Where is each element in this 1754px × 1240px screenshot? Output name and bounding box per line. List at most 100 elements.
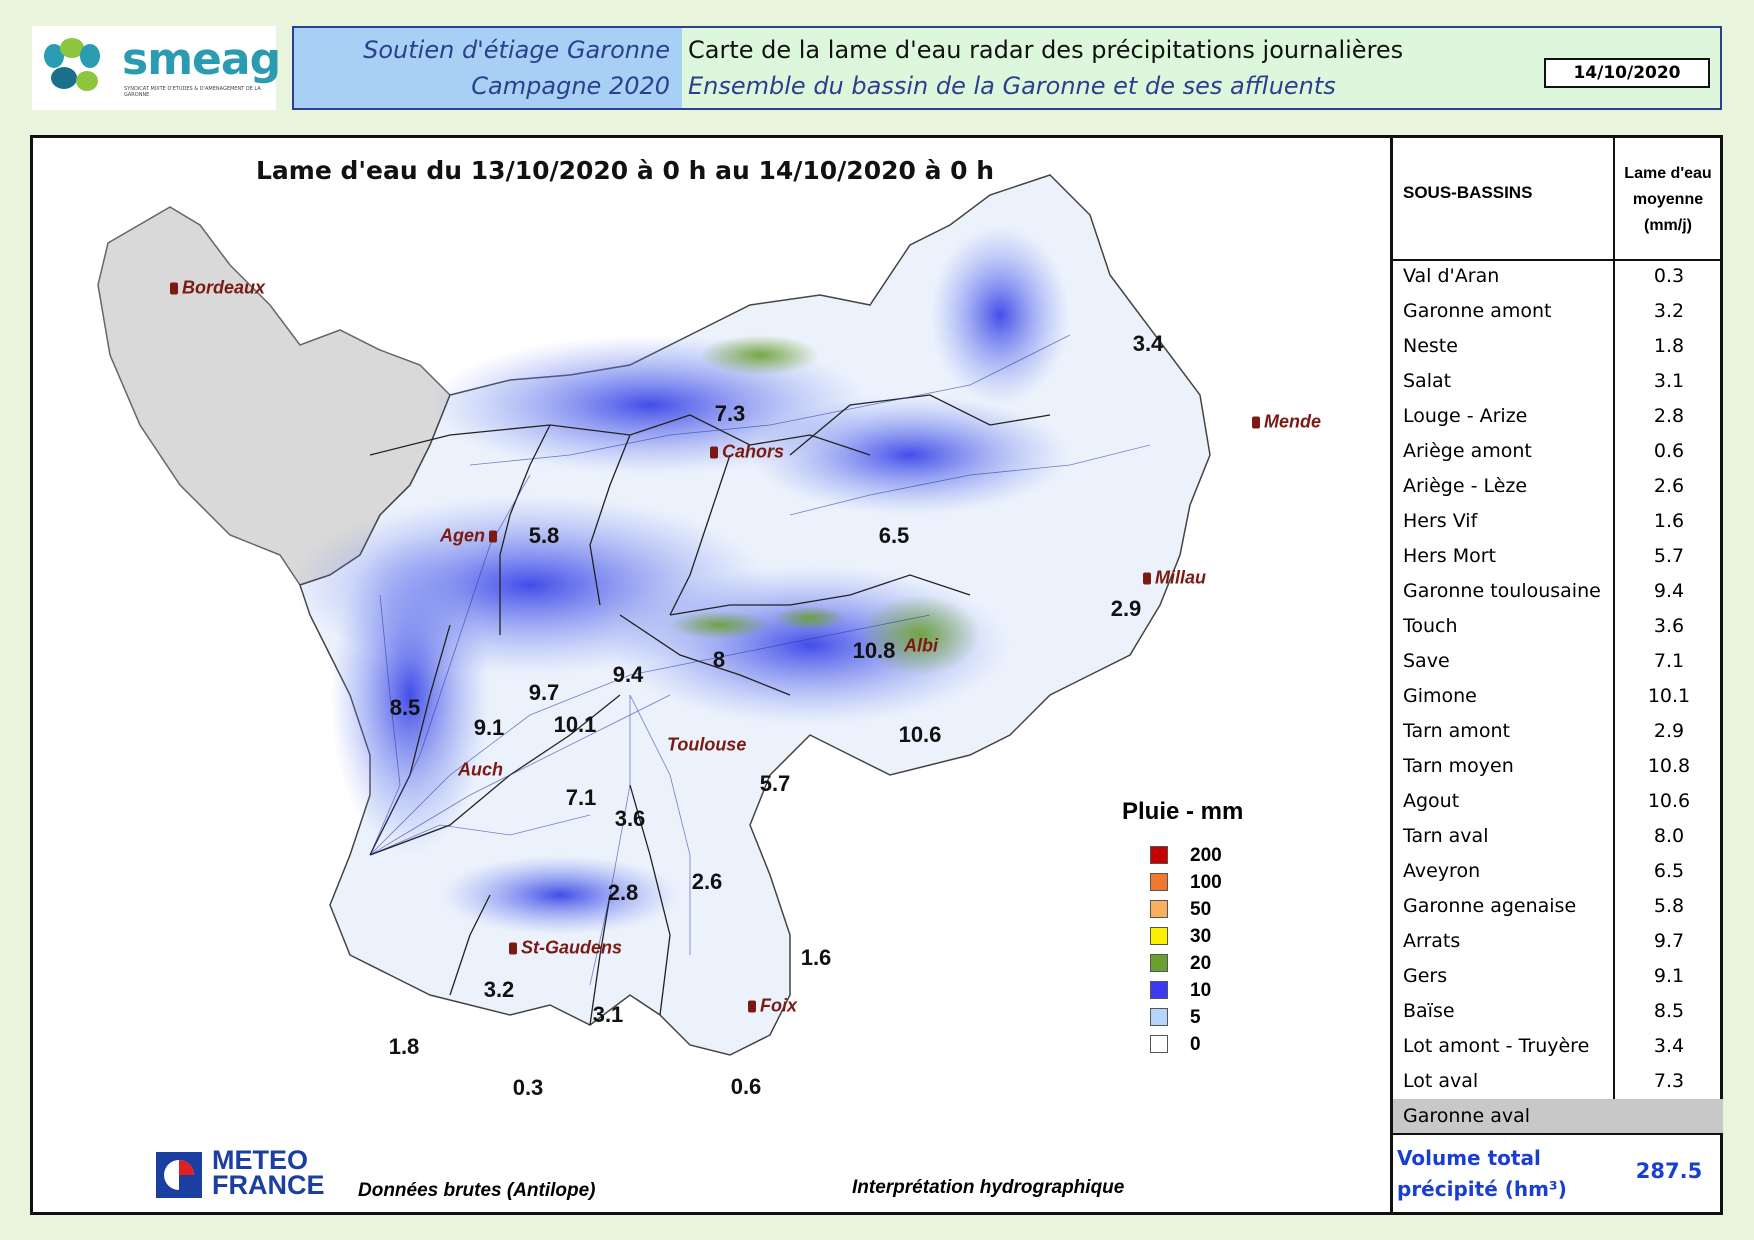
table-row: Gers 9.1 bbox=[1393, 959, 1723, 994]
meteo-france-text: METEO FRANCE bbox=[212, 1145, 325, 1200]
subbasin-name: Baïse bbox=[1403, 1000, 1455, 1022]
subbasin-value: 3.1 bbox=[1653, 370, 1685, 392]
subbasin-name: Ariège - Lèze bbox=[1403, 475, 1528, 497]
column-header-rain: Lame d'eau moyenne (mm/j) bbox=[1624, 165, 1712, 234]
value-lot-amont: 3.4 bbox=[1132, 331, 1164, 356]
header-right-line2: Ensemble du bassin de la Garonne et de s… bbox=[688, 72, 1336, 100]
legend-title: Pluie - mm bbox=[1122, 798, 1244, 825]
source-raw-data: Données brutes (Antilope) bbox=[358, 1180, 596, 1201]
subbasin-name: Garonne aval bbox=[1403, 1105, 1531, 1127]
city-bordeaux: Bordeaux bbox=[170, 278, 265, 299]
city-marker-icon bbox=[489, 530, 497, 543]
subbasin-value: 9.1 bbox=[1653, 965, 1685, 987]
subbasin-value: 7.1 bbox=[1653, 650, 1685, 672]
table-row: Salat 3.1 bbox=[1393, 364, 1723, 399]
value-louge-arize: 2.8 bbox=[607, 880, 639, 905]
legend-swatch bbox=[1150, 1008, 1168, 1026]
subbasin-name: Hers Vif bbox=[1403, 510, 1478, 532]
subbasin-value: 8.0 bbox=[1653, 825, 1685, 847]
value-save: 7.1 bbox=[565, 785, 597, 810]
subbasin-name: Gimone bbox=[1403, 685, 1477, 707]
value-lot-aval: 7.3 bbox=[714, 401, 746, 426]
value-gimone: 10.1 bbox=[553, 712, 597, 737]
city-marker-icon bbox=[1143, 572, 1151, 585]
legend-swatch bbox=[1150, 927, 1168, 945]
table-row: Arrats 9.7 bbox=[1393, 924, 1723, 959]
subbasin-name: Tarn moyen bbox=[1403, 755, 1514, 777]
subbasin-value: 3.6 bbox=[1653, 615, 1685, 637]
subbasin-value: 10.6 bbox=[1647, 790, 1691, 812]
value-ariege-leze: 2.6 bbox=[691, 869, 723, 894]
subbasin-value: 10.8 bbox=[1647, 755, 1691, 777]
table-row: Garonne aval bbox=[1393, 1099, 1723, 1134]
value-hers-mort: 5.7 bbox=[759, 771, 791, 796]
subbasin-name: Arrats bbox=[1403, 930, 1461, 952]
city-millau: Millau bbox=[1143, 568, 1206, 589]
basin-map bbox=[97, 174, 1211, 1056]
subbasin-name: Garonne agenaise bbox=[1403, 895, 1577, 917]
subbasin-name: Lot aval bbox=[1403, 1070, 1479, 1092]
column-header-subbasin: SOUS-BASSINS bbox=[1403, 183, 1533, 202]
value-touch: 3.6 bbox=[614, 806, 646, 831]
value-tarn-moyen: 10.8 bbox=[852, 638, 896, 663]
subbasin-value: 9.7 bbox=[1653, 930, 1685, 952]
value-baise: 8.5 bbox=[389, 695, 421, 720]
subbasin-value: 1.6 bbox=[1653, 510, 1685, 532]
value-aveyron: 6.5 bbox=[878, 523, 910, 548]
city-marker-icon bbox=[509, 942, 517, 955]
river-network bbox=[369, 334, 1151, 986]
logo-name: smeag bbox=[122, 34, 281, 85]
header-left-line2: Campagne 2020 bbox=[471, 72, 670, 100]
subbasin-name: Louge - Arize bbox=[1403, 405, 1528, 427]
city-marker-icon bbox=[1252, 416, 1260, 429]
value-garonne-agenaise: 5.8 bbox=[528, 523, 560, 548]
table-row: Garonne amont 3.2 bbox=[1393, 294, 1723, 329]
subbasin-name: Hers Mort bbox=[1403, 545, 1497, 567]
city-albi: Albi bbox=[904, 635, 938, 656]
smeag-logo: smeag SYNDICAT MIXTE D'ETUDES & D'AMENAG… bbox=[32, 26, 281, 110]
smeag-logo-icon bbox=[44, 38, 100, 91]
map-title: Lame d'eau du 13/10/2020 à 0 h au 14/10/… bbox=[256, 156, 995, 185]
subbasin-table: SOUS-BASSINS Lame d'eau moyenne (mm/j) V… bbox=[1390, 135, 1723, 1215]
subbasin-value: 0.6 bbox=[1653, 440, 1685, 462]
subbasin-value: 3.2 bbox=[1653, 300, 1685, 322]
table-row: Ariège - Lèze 2.6 bbox=[1393, 469, 1723, 504]
value-ariege-amont: 0.6 bbox=[730, 1074, 762, 1099]
table-row: Save 7.1 bbox=[1393, 644, 1723, 679]
table-row: Hers Mort 5.7 bbox=[1393, 539, 1723, 574]
city-cahors: Cahors bbox=[710, 442, 784, 463]
header-banner: Soutien d'étiage Garonne Campagne 2020 C… bbox=[292, 26, 1722, 110]
value-hers-vif: 1.6 bbox=[800, 945, 832, 970]
value-neste: 1.8 bbox=[388, 1034, 420, 1059]
table-column-divider bbox=[1613, 135, 1615, 1133]
subbasin-name: Val d'Aran bbox=[1403, 265, 1500, 287]
subbasin-name: Lot amont - Truyère bbox=[1403, 1035, 1590, 1057]
subbasin-value: 0.3 bbox=[1653, 265, 1685, 287]
total-volume-value: 287.5 bbox=[1635, 1159, 1703, 1183]
table-row: Neste 1.8 bbox=[1393, 329, 1723, 364]
value-garonne-toulousaine: 9.4 bbox=[612, 662, 644, 687]
source-interpretation: Interprétation hydrographique bbox=[852, 1177, 1125, 1198]
meteo-france-icon bbox=[156, 1152, 202, 1198]
city-foix: Foix bbox=[748, 996, 797, 1017]
header-left-line1: Soutien d'étiage Garonne bbox=[363, 36, 670, 64]
subbasin-name: Aveyron bbox=[1403, 860, 1481, 882]
subbasin-value: 9.4 bbox=[1653, 580, 1685, 602]
value-garonne-amont: 3.2 bbox=[483, 977, 515, 1002]
table-row: Aveyron 6.5 bbox=[1393, 854, 1723, 889]
city-auch: Auch bbox=[458, 759, 503, 780]
subbasin-name: Tarn aval bbox=[1403, 825, 1489, 847]
table-row: Lot amont - Truyère 3.4 bbox=[1393, 1029, 1723, 1064]
table-header: SOUS-BASSINS Lame d'eau moyenne (mm/j) bbox=[1393, 135, 1723, 261]
legend-swatch bbox=[1150, 981, 1168, 999]
table-row: Baïse 8.5 bbox=[1393, 994, 1723, 1029]
subbasin-name: Neste bbox=[1403, 335, 1458, 357]
city-mende: Mende bbox=[1252, 412, 1321, 433]
value-tarn-amont: 2.9 bbox=[1110, 596, 1142, 621]
subbasin-value: 10.1 bbox=[1647, 685, 1691, 707]
city-marker-icon bbox=[748, 1000, 756, 1013]
table-row: Tarn aval 8.0 bbox=[1393, 819, 1723, 854]
subbasin-name: Save bbox=[1403, 650, 1450, 672]
subbasin-value: 2.6 bbox=[1653, 475, 1685, 497]
table-row: Tarn moyen 10.8 bbox=[1393, 749, 1723, 784]
